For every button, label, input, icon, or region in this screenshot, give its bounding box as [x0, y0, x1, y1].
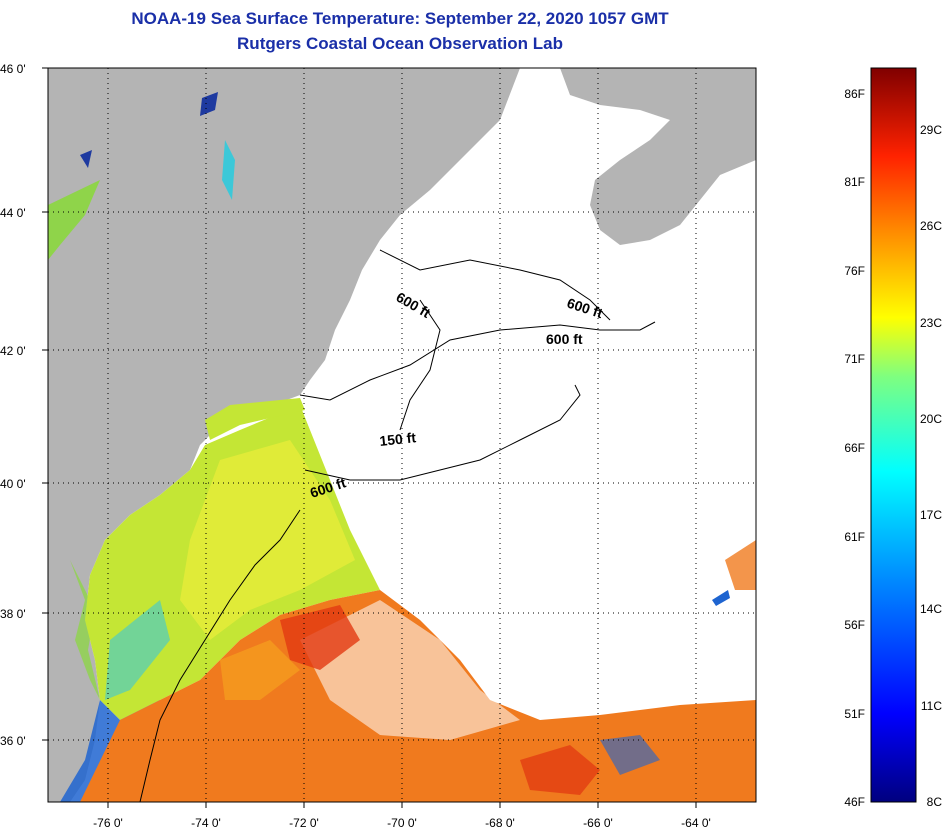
colorbar-f-label: 86F [844, 87, 865, 101]
colorbar-f-label: 56F [844, 618, 865, 632]
colorbar-f-label: 61F [844, 530, 865, 544]
colorbar [870, 67, 917, 803]
lat-label: 42 0' [0, 344, 26, 358]
land-canada [560, 68, 756, 245]
lat-label: 44 0' [0, 206, 26, 220]
lon-label: -70 0' [387, 816, 417, 830]
colorbar-f-label: 51F [844, 707, 865, 721]
lat-label: 38 0' [0, 607, 26, 621]
colorbar-c-label: 26C [920, 219, 942, 233]
colorbar-c-label: 11C [921, 699, 942, 713]
colorbar-f-label: 81F [844, 175, 865, 189]
colorbar-c-label: 8C [927, 795, 943, 809]
colorbar-f-label: 76F [844, 264, 865, 278]
lon-label: -74 0' [191, 816, 221, 830]
map-subtitle: Rutgers Coastal Ocean Observation Lab [237, 34, 563, 53]
depth-label-600-georges: 600 ft [546, 331, 583, 347]
colorbar-c-label: 29C [920, 123, 942, 137]
lon-label: -64 0' [681, 816, 711, 830]
colorbar-c-label: 14C [920, 602, 942, 616]
lon-label: -68 0' [485, 816, 515, 830]
colorbar-c-label: 23C [920, 316, 942, 330]
lat-label: 46 0' [0, 62, 26, 76]
colorbar-f-label: 66F [844, 441, 865, 455]
colorbar-c-label: 20C [920, 412, 942, 426]
map-title: NOAA-19 Sea Surface Temperature: Septemb… [131, 9, 669, 28]
bathymetry-contours [139, 249, 656, 803]
depth-label-150: 150 ft [379, 429, 417, 449]
lat-label: 40 0' [0, 477, 26, 491]
lon-label: -76 0' [93, 816, 123, 830]
land-us [48, 68, 520, 802]
colorbar-f-label: 46F [844, 795, 865, 809]
lon-label: -72 0' [289, 816, 319, 830]
lat-label: 36 0' [0, 734, 26, 748]
colorbar-c-label: 17C [920, 508, 942, 522]
graticule [48, 68, 756, 802]
lon-label: -66 0' [583, 816, 613, 830]
colorbar-f-label: 71F [844, 352, 865, 366]
